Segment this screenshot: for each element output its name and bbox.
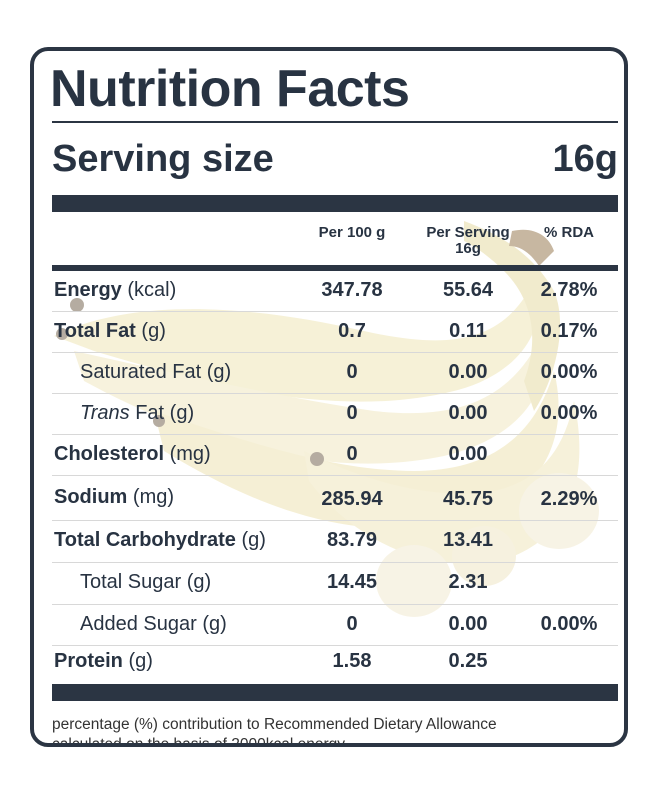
column-header-per-serving-line1: Per Serving — [426, 224, 510, 241]
nutrient-unit: (g) — [202, 613, 227, 635]
nutrient-name: Protein — [54, 650, 123, 672]
nutrient-label: Total Carbohydrate (g) — [54, 529, 266, 552]
nutrient-row-energy: Energy (kcal) 347.78 55.64 2.78% — [52, 271, 618, 312]
nutrient-unit: (g) — [206, 361, 232, 383]
value-per-serving: 0.00 — [448, 361, 488, 383]
nutrient-row-sodium: Sodium (mg) 285.94 45.75 2.29% — [52, 476, 618, 521]
value-rda: 0.00% — [540, 402, 598, 424]
nutrient-unit: (kcal) — [127, 279, 177, 301]
nutrient-name: Saturated Fat — [80, 361, 202, 383]
nutrient-row-cholesterol: Cholesterol (mg) 0 0.00 — [52, 435, 618, 476]
nutrient-label: Added Sugar (g) — [80, 613, 227, 636]
nutrient-label: Total Fat (g) — [54, 320, 166, 343]
nutrient-row-trans-fat: Trans Fat (g) 0 0.00 0.00% — [52, 394, 618, 435]
value-per-serving: 0.25 — [448, 650, 488, 672]
footnote-line2: calculated on the basis of 2000kcal ener… — [52, 736, 349, 747]
title-divider — [52, 121, 618, 123]
nutrient-row-saturated-fat: Saturated Fat (g) 0 0.00 0.00% — [52, 353, 618, 394]
nutrient-unit: (g) — [141, 320, 166, 342]
bottom-divider — [52, 684, 618, 701]
value-rda: 0.00% — [540, 613, 598, 635]
serving-size-row: Serving size 16g — [52, 123, 618, 195]
column-header-per-serving-line2: 16g — [455, 240, 481, 257]
column-header-rda: % RDA — [543, 224, 594, 241]
serving-size-label: Serving size — [52, 137, 274, 180]
value-rda: 0.00% — [540, 361, 598, 383]
nutrient-name: Total Fat — [54, 320, 136, 342]
nutrient-row-total-carbohydrate: Total Carbohydrate (g) 83.79 13.41 — [52, 521, 618, 563]
nutrient-unit: (mg) — [132, 486, 175, 508]
column-header-per100: Per 100 g — [318, 224, 386, 241]
value-per100: 0 — [346, 443, 358, 465]
nutrient-row-total-sugar: Total Sugar (g) 14.45 2.31 — [52, 563, 618, 605]
nutrient-label: Cholesterol (mg) — [54, 443, 211, 466]
value-per100: 0 — [346, 613, 358, 635]
value-per100: 347.78 — [321, 279, 383, 301]
header-divider — [52, 265, 618, 271]
label-title: Nutrition Facts — [50, 60, 410, 118]
nutrient-unit: (g) — [186, 571, 212, 593]
value-rda: 2.78% — [540, 279, 598, 301]
value-per-serving: 45.75 — [442, 488, 494, 510]
rda-footnote: percentage (%) contribution to Recommend… — [52, 715, 618, 747]
value-per-serving: 0.00 — [448, 613, 488, 635]
value-rda: 2.29% — [540, 488, 598, 510]
value-per-serving: 55.64 — [442, 279, 494, 301]
nutrient-row-total-fat: Total Fat (g) 0.7 0.11 0.17% — [52, 312, 618, 353]
value-rda: 0.17% — [540, 320, 598, 342]
nutrient-label: Total Sugar (g) — [80, 571, 211, 594]
value-per-serving: 0.00 — [448, 402, 488, 424]
nutrient-name: Cholesterol — [54, 443, 165, 465]
value-per100: 0.7 — [338, 320, 366, 342]
nutrient-label: Energy (kcal) — [54, 279, 176, 302]
value-per100: 0 — [346, 402, 358, 424]
nutrient-label: Sodium (mg) — [54, 486, 174, 509]
value-per100: 1.58 — [332, 650, 372, 672]
footnote-line1: percentage (%) contribution to Recommend… — [52, 716, 497, 733]
value-per100: 0 — [346, 361, 358, 383]
nutrient-unit: (mg) — [169, 443, 211, 465]
value-per-serving: 2.31 — [448, 571, 488, 593]
value-per100: 14.45 — [326, 571, 378, 593]
nutrient-name: Sodium — [54, 486, 128, 508]
thick-divider — [52, 195, 618, 212]
value-per100: 83.79 — [326, 529, 378, 551]
nutrient-name-italic: Trans — [80, 402, 130, 424]
nutrition-label: Nutrition Facts Serving size 16g Per 100… — [30, 47, 628, 747]
nutrient-label: Trans Fat (g) — [80, 402, 194, 425]
nutrient-label: Protein (g) — [54, 650, 153, 673]
nutrient-table: Energy (kcal) 347.78 55.64 2.78% Total F… — [52, 271, 618, 676]
nutrient-name: Total Carbohydrate — [54, 529, 236, 551]
nutrient-row-protein: Protein (g) 1.58 0.25 — [52, 646, 618, 676]
value-per-serving: 13.41 — [442, 529, 494, 551]
nutrient-unit: (g) — [241, 529, 266, 551]
nutrient-label: Saturated Fat (g) — [80, 361, 231, 384]
nutrient-name: Added Sugar — [80, 613, 197, 635]
value-per100: 285.94 — [321, 488, 383, 510]
value-per-serving: 0.00 — [448, 443, 488, 465]
nutrient-unit: (g) — [169, 402, 195, 424]
serving-size-value: 16g — [552, 137, 618, 180]
nutrient-name: Fat — [135, 402, 165, 424]
nutrient-name: Energy — [54, 279, 122, 301]
nutrient-name: Total Sugar — [80, 571, 182, 593]
nutrient-row-added-sugar: Added Sugar (g) 0 0.00 0.00% — [52, 605, 618, 646]
column-header-row: Per 100 g Per Serving 16g % RDA — [52, 212, 618, 265]
value-per-serving: 0.11 — [449, 320, 487, 342]
column-header-per-serving: Per Serving 16g — [418, 225, 518, 257]
label-content: Nutrition Facts Serving size 16g Per 100… — [50, 60, 618, 747]
nutrient-unit: (g) — [128, 650, 153, 672]
